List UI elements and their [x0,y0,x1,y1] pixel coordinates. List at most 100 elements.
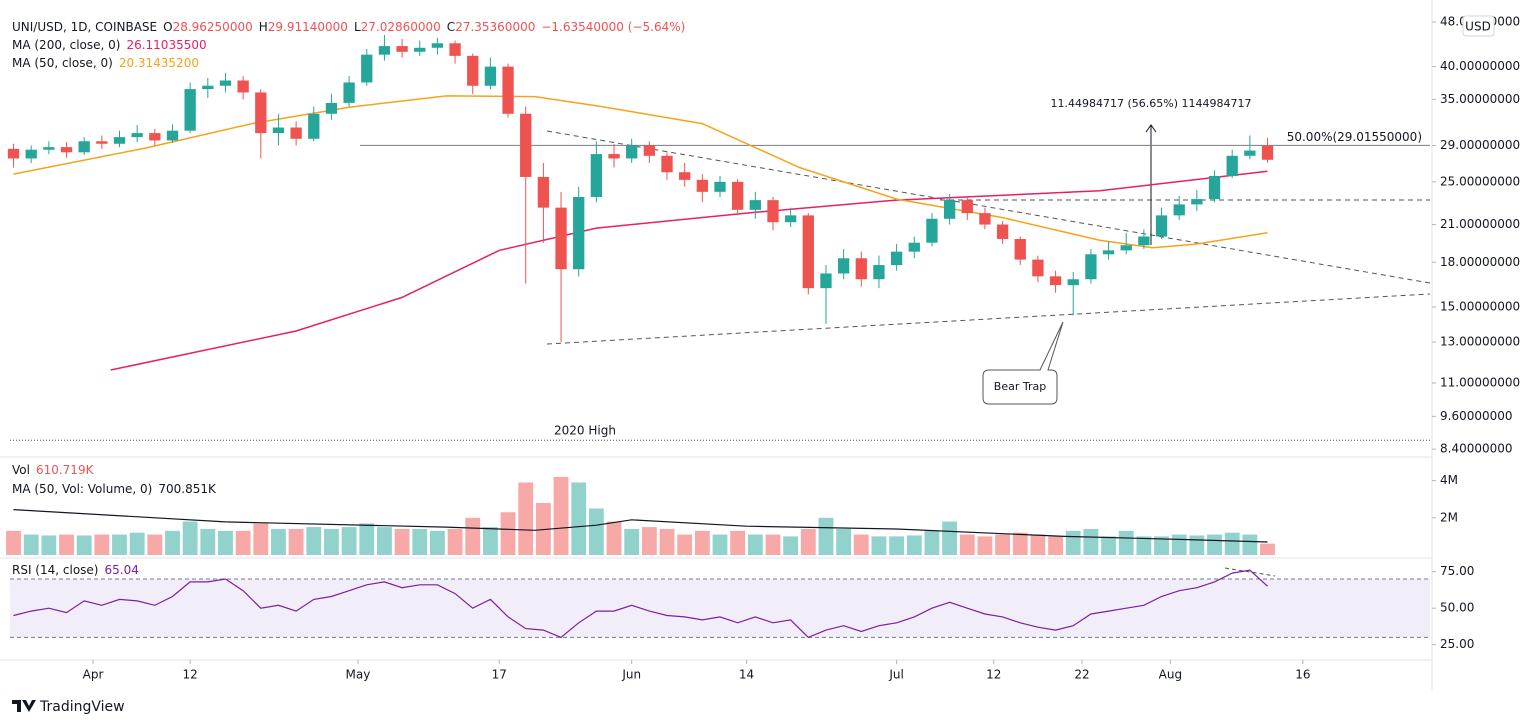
currency-badge[interactable] [1462,15,1495,37]
candle-body [502,66,514,114]
x-tick-label: Jun [621,668,641,682]
volume-bar [535,502,551,555]
candle-body [1049,276,1062,286]
candle-body [520,113,532,177]
volume-bar [924,530,940,555]
candle-body [1014,238,1026,260]
volume-bar [641,527,657,555]
vol-title: Vol [12,463,30,477]
volume-bar [377,527,392,555]
candle-body [802,215,814,289]
volume-bar [1260,543,1275,555]
volume-bar [500,512,516,555]
volume-bar [677,534,693,555]
volume-bar [853,534,869,555]
candle-body [855,258,867,280]
callout-label: Bear Trap [994,380,1046,393]
candle-body [732,181,744,210]
candle-body [749,200,761,210]
y-tick-label: 13.00000000 [1440,335,1520,349]
volume-bar [588,508,604,555]
candle-body [573,196,585,270]
candle-body [608,154,620,159]
y-tick-label: 25.00 [1440,637,1474,651]
candle-body [272,127,285,134]
field-value: 27.02860000 [360,20,441,34]
candle-body [1208,176,1221,200]
candle-body [219,80,232,86]
volume-bar [765,534,781,555]
vol-ma-name: MA (50, Vol: Volume, 0) [12,482,153,496]
candle-body [308,113,320,139]
volume-bar [624,528,640,555]
volume-bar [94,534,110,555]
candle-body [767,200,779,223]
volume-bar [23,534,39,555]
ohlc-fields: O28.96250000 H29.91140000 L27.02860000 C27.… [163,20,535,34]
volume-bar [1065,530,1081,555]
ma-value: 26.11035500 [126,38,207,52]
volume-bar [1083,528,1099,555]
y-tick-label: 8.40000000 [1440,442,1513,456]
candle-body [1191,199,1203,205]
measure-label: 11.44984717 (56.65%) 1144984717 [1051,97,1252,110]
candle-body [1032,259,1044,277]
volume-bar [712,534,728,555]
candle-body [166,130,179,141]
y-tick-label: 50.00 [1440,601,1474,615]
ohlc-field: C27.35360000 [447,20,536,34]
candle-body [926,218,938,243]
volume-bar [906,535,922,555]
volume-bar [747,534,763,555]
high-level-label: 2020 High [554,424,616,438]
x-tick-label: Apr [83,668,104,682]
rsi-divergence-line [1224,567,1276,577]
ohlc-field: L27.02860000 [354,20,441,34]
volume-bar [288,528,304,555]
ma200-legend: MA (200, close, 0) 26.11035500 [12,38,207,52]
volume-bar [518,482,534,555]
volume-bar [253,523,269,555]
header-legend: UNI/USD, 1D, COINBASE O28.96250000 H29.91… [12,20,685,34]
volume-bar [659,528,675,555]
candle-body [378,46,391,55]
symbol: UNI/USD, 1D, COINBASE [12,20,158,34]
field-value: 29.91140000 [267,20,348,34]
candle-body [184,89,196,131]
candle-body [784,215,797,223]
ohlc-field: H29.91140000 [259,20,348,34]
x-tick-label: 14 [739,668,754,682]
x-tick-label: Aug [1159,668,1182,682]
candle-body [626,145,638,159]
volume-bar [6,530,21,555]
volume-bar [1048,536,1063,555]
y-tick-label: 25.00000000 [1440,174,1520,188]
volume-bar [271,528,286,555]
candle-body [431,43,444,48]
candle-body [290,127,302,139]
candle-body [149,133,161,141]
volume-bar [165,530,180,555]
ma-line [13,95,1268,249]
candle-body [696,179,708,192]
volume-ma-line [13,509,1268,543]
candle-body [1173,204,1185,216]
fib-level-label: 50.00%(29.01550000) [1287,130,1422,144]
rsi-band [10,578,1430,638]
volume-bar [235,530,251,555]
candle-body [590,154,603,197]
brand: TradingView [12,699,125,715]
volume-bar [977,536,993,555]
volume-bar [606,521,622,555]
candle-body [60,147,73,153]
volume-bar [871,536,887,555]
candle-body [1244,150,1256,156]
volume-bar [429,530,445,555]
volume-bar [800,528,816,555]
volume-bar [730,530,746,555]
field-value: 28.96250000 [172,20,253,34]
volume-bar [218,530,233,555]
volume-bar [465,517,481,555]
ma-name: MA (200, close, 0) [12,38,121,52]
y-tick-label: 15.00000000 [1440,300,1520,314]
